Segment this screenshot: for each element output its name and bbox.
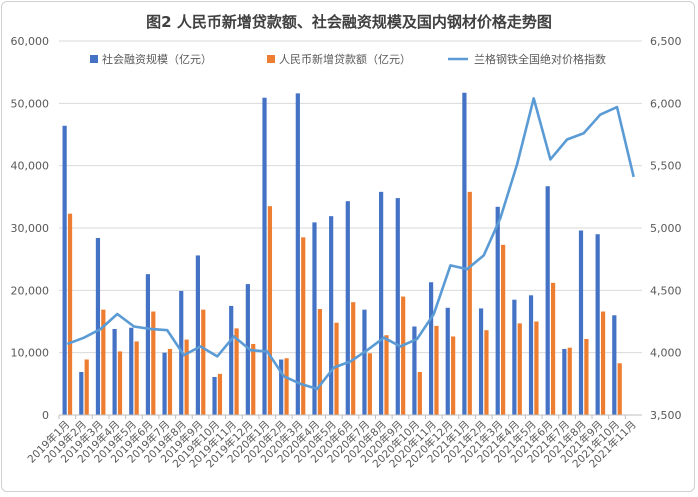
bar-new-loans bbox=[168, 349, 172, 415]
bar-social-financing bbox=[196, 255, 200, 415]
bar-new-loans bbox=[218, 374, 222, 415]
bar-social-financing bbox=[429, 282, 433, 415]
bar-social-financing bbox=[346, 201, 350, 415]
bar-new-loans bbox=[534, 322, 538, 416]
y-left-tick-label: 20,000 bbox=[11, 284, 50, 297]
bar-new-loans bbox=[301, 237, 305, 415]
legend: 社会融资规模（亿元） 人民币新增贷款额（亿元） 兰格钢铁全国绝对价格指数 bbox=[90, 52, 606, 66]
bar-new-loans bbox=[185, 340, 189, 415]
bar-new-loans bbox=[468, 192, 472, 415]
bar-new-loans bbox=[618, 363, 622, 415]
bar-new-loans bbox=[584, 339, 588, 415]
bar-new-loans bbox=[284, 358, 288, 415]
bar-social-financing bbox=[63, 126, 67, 415]
bar-new-loans bbox=[118, 351, 122, 415]
bar-social-financing bbox=[113, 329, 117, 415]
y-right-tick-label: 5,500 bbox=[650, 160, 682, 173]
bar-social-financing bbox=[312, 222, 316, 415]
bar-social-financing bbox=[596, 234, 600, 415]
bar-social-financing bbox=[162, 353, 166, 415]
bar-new-loans bbox=[85, 360, 89, 415]
bar-new-loans bbox=[135, 341, 139, 415]
bar-new-loans bbox=[568, 348, 572, 415]
bar-social-financing bbox=[296, 93, 300, 415]
bar-new-loans bbox=[484, 330, 488, 415]
y-right-tick-label: 5,000 bbox=[650, 222, 682, 235]
bar-new-loans bbox=[518, 323, 522, 415]
legend-label: 社会融资规模（亿元） bbox=[102, 52, 212, 66]
bar-new-loans bbox=[251, 344, 255, 415]
bar-new-loans bbox=[451, 336, 455, 415]
y-right-tick-label: 3,500 bbox=[650, 409, 682, 422]
legend-label: 兰格钢铁全国绝对价格指数 bbox=[474, 52, 606, 66]
bar-social-financing bbox=[212, 377, 216, 415]
bar-social-financing bbox=[262, 98, 266, 415]
y-right-tick-label: 4,000 bbox=[650, 347, 682, 360]
legend-swatch bbox=[267, 55, 275, 63]
bar-new-loans bbox=[601, 312, 605, 415]
bar-social-financing bbox=[229, 306, 233, 415]
y-right-tick-label: 6,500 bbox=[650, 35, 682, 48]
bar-new-loans bbox=[501, 245, 505, 415]
bar-new-loans bbox=[368, 353, 372, 415]
y-right-tick-label: 4,500 bbox=[650, 284, 682, 297]
bar-social-financing bbox=[379, 192, 383, 415]
bar-social-financing bbox=[562, 349, 566, 415]
bar-social-financing bbox=[546, 186, 550, 415]
y-left-tick-label: 50,000 bbox=[11, 97, 50, 110]
bar-social-financing bbox=[446, 308, 450, 415]
legend-label: 人民币新增贷款额（亿元） bbox=[279, 52, 411, 66]
bar-social-financing bbox=[496, 207, 500, 415]
bar-new-loans bbox=[401, 297, 405, 415]
bar-new-loans bbox=[201, 310, 205, 415]
bar-social-financing bbox=[512, 300, 516, 415]
bar-new-loans bbox=[551, 283, 555, 415]
bar-new-loans bbox=[151, 312, 155, 415]
bar-new-loans bbox=[334, 323, 338, 415]
y-left-tick-label: 0 bbox=[42, 409, 49, 422]
y-right-tick-label: 6,000 bbox=[650, 97, 682, 110]
legend-swatch bbox=[90, 55, 98, 63]
bar-social-financing bbox=[129, 328, 133, 415]
bar-social-financing bbox=[96, 238, 100, 415]
bar-social-financing bbox=[579, 230, 583, 415]
bar-new-loans bbox=[434, 326, 438, 415]
bar-social-financing bbox=[612, 315, 616, 415]
bar-new-loans bbox=[268, 206, 272, 415]
chart-title: 图2 人民币新增贷款额、社会融资规模及国内钢材价格走势图 bbox=[146, 13, 552, 31]
bar-new-loans bbox=[418, 372, 422, 415]
bar-social-financing bbox=[362, 310, 366, 415]
bar-social-financing bbox=[79, 372, 83, 415]
bar-new-loans bbox=[384, 335, 388, 415]
y-left-tick-label: 30,000 bbox=[11, 222, 50, 235]
bar-social-financing bbox=[396, 198, 400, 415]
bar-social-financing bbox=[479, 308, 483, 415]
bar-social-financing bbox=[329, 216, 333, 415]
bar-new-loans bbox=[68, 214, 72, 415]
bar-new-loans bbox=[318, 309, 322, 415]
y-left-tick-label: 60,000 bbox=[11, 35, 50, 48]
y-left-tick-label: 10,000 bbox=[11, 347, 50, 360]
bar-social-financing bbox=[529, 295, 533, 415]
bar-social-financing bbox=[462, 93, 466, 415]
y-left-tick-label: 40,000 bbox=[11, 160, 50, 173]
bar-social-financing bbox=[146, 274, 150, 415]
